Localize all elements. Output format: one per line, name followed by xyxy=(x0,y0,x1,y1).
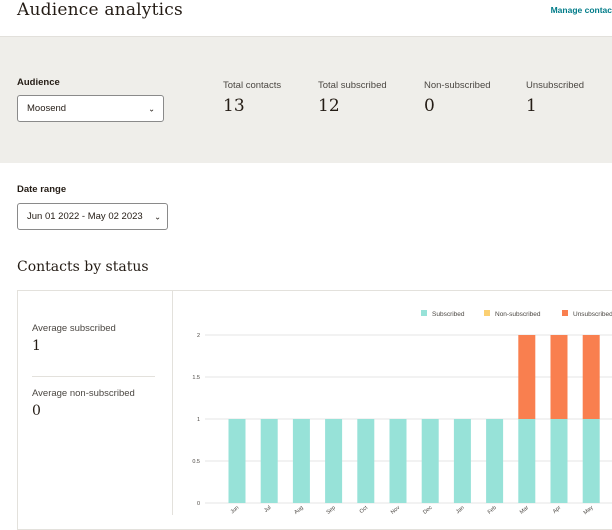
x-tick-label: Aug xyxy=(293,505,304,515)
y-tick-label: 1.5 xyxy=(192,375,200,381)
x-tick-label: Jan xyxy=(455,505,466,515)
average-non-subscribed: Average non-subscribed 0 xyxy=(32,388,135,419)
audience-select[interactable]: Moosend ⌄ xyxy=(17,95,164,122)
manage-contacts-link[interactable]: Manage contac xyxy=(550,5,612,15)
bar-subscribed-apr[interactable] xyxy=(550,419,568,503)
stat-unsubscribed: Unsubscribed 1 xyxy=(526,80,584,116)
stat-label: Non-subscribed xyxy=(424,80,491,91)
bar-subscribed-aug[interactable] xyxy=(292,419,310,503)
average-divider xyxy=(32,376,155,377)
x-tick-label: Mar xyxy=(519,505,530,515)
bar-subscribed-dec[interactable] xyxy=(421,419,439,503)
y-tick-label: 1 xyxy=(197,417,200,423)
x-tick-label: Sep xyxy=(326,505,337,515)
stat-total-contacts: Total contacts 13 xyxy=(223,80,281,116)
stat-value: 1 xyxy=(526,96,537,116)
chevron-down-icon: ⌄ xyxy=(148,104,155,113)
stat-value: 12 xyxy=(318,96,340,116)
x-tick-label: May xyxy=(583,505,595,515)
page-title: Audience analytics xyxy=(17,0,183,20)
date-range-value: Jun 01 2022 - May 02 2023 xyxy=(27,211,143,222)
legend-swatch xyxy=(484,310,490,316)
audience-select-value: Moosend xyxy=(27,103,67,114)
bar-subscribed-oct[interactable] xyxy=(357,419,375,503)
stat-value: 13 xyxy=(223,96,245,116)
section-title: Contacts by status xyxy=(17,259,149,275)
bar-subscribed-nov[interactable] xyxy=(389,419,407,503)
bar-subscribed-jul[interactable] xyxy=(260,419,278,503)
x-tick-label: Oct xyxy=(359,505,370,515)
legend-swatch xyxy=(421,310,427,316)
x-tick-label: Jun xyxy=(230,505,241,515)
stat-value: 0 xyxy=(424,96,435,116)
stat-label: Total subscribed xyxy=(318,80,387,91)
stat-total-subscribed: Total subscribed 12 xyxy=(318,80,387,116)
legend-label[interactable]: Non-subscribed xyxy=(495,311,541,318)
x-tick-label: Feb xyxy=(487,505,498,515)
bar-subscribed-jun[interactable] xyxy=(228,419,246,503)
card-divider xyxy=(172,290,173,515)
stat-label: Total contacts xyxy=(223,80,282,91)
y-tick-label: 0.5 xyxy=(192,459,200,465)
y-tick-label: 2 xyxy=(197,333,200,339)
legend-swatch xyxy=(562,310,568,316)
legend-label[interactable]: Subscribed xyxy=(432,311,465,318)
average-value: 1 xyxy=(32,338,41,354)
chevron-down-icon: ⌄ xyxy=(154,212,161,221)
bar-unsubscribed-mar[interactable] xyxy=(518,335,536,419)
bar-subscribed-may[interactable] xyxy=(582,419,600,503)
average-label: Average non-subscribed xyxy=(32,388,135,399)
average-label: Average subscribed xyxy=(32,323,116,334)
bar-subscribed-sep[interactable] xyxy=(325,419,343,503)
stat-non-subscribed: Non-subscribed 0 xyxy=(424,80,491,116)
bar-subscribed-feb[interactable] xyxy=(486,419,504,503)
x-tick-label: Nov xyxy=(390,505,402,515)
x-tick-label: Apr xyxy=(552,505,563,515)
average-subscribed: Average subscribed 1 xyxy=(32,323,116,354)
date-range-label: Date range xyxy=(17,184,67,195)
stat-label: Unsubscribed xyxy=(526,80,585,91)
x-tick-label: Dec xyxy=(422,505,434,515)
date-range-select[interactable]: Jun 01 2022 - May 02 2023 ⌄ xyxy=(17,203,168,230)
bar-unsubscribed-may[interactable] xyxy=(582,335,600,419)
bar-subscribed-jan[interactable] xyxy=(453,419,471,503)
contacts-by-status-chart: 0 0.5 1 1.5 2 Jun Jul Aug Sep Oct Nov Dec Jan Feb Mar… xyxy=(192,310,612,515)
y-tick-label: 0 xyxy=(197,501,200,507)
bar-unsubscribed-apr[interactable] xyxy=(550,335,568,419)
average-value: 0 xyxy=(32,403,41,419)
x-tick-label: Jul xyxy=(263,505,272,514)
bar-subscribed-mar[interactable] xyxy=(518,419,536,503)
audience-label: Audience xyxy=(17,77,60,88)
legend-label[interactable]: Unsubscribed xyxy=(573,311,612,318)
